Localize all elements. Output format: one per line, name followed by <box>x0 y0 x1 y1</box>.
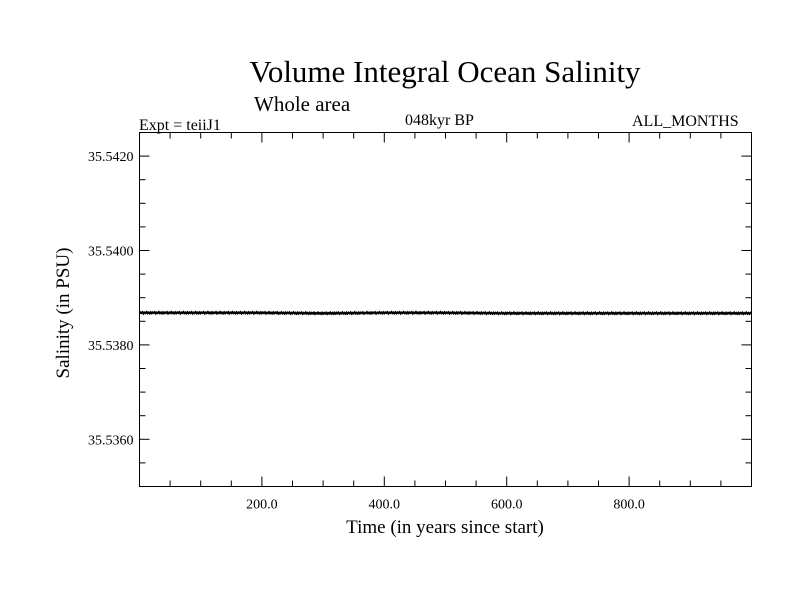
epoch-label: 048kyr BP <box>405 112 474 129</box>
experiment-label: Expt = teiiJ1 <box>139 117 221 134</box>
x-tick-label: 200.0 <box>246 498 278 513</box>
y-tick-label: 35.5380 <box>88 339 134 354</box>
y-tick-label: 35.5400 <box>88 245 134 260</box>
y-tick-label: 35.5420 <box>88 150 134 165</box>
series-line <box>138 310 753 316</box>
x-axis-label: Time (in years since start) <box>346 517 544 538</box>
x-tick-label: 600.0 <box>491 498 523 513</box>
months-label: ALL_MONTHS <box>632 113 739 130</box>
chart-title: Volume Integral Ocean Salinity <box>249 54 641 89</box>
x-tick-label: 800.0 <box>613 498 645 513</box>
x-tick-label: 400.0 <box>369 498 401 513</box>
plot-frame <box>139 132 752 487</box>
y-tick-label: 35.5360 <box>88 433 134 448</box>
chart-subtitle: Whole area <box>254 92 351 116</box>
